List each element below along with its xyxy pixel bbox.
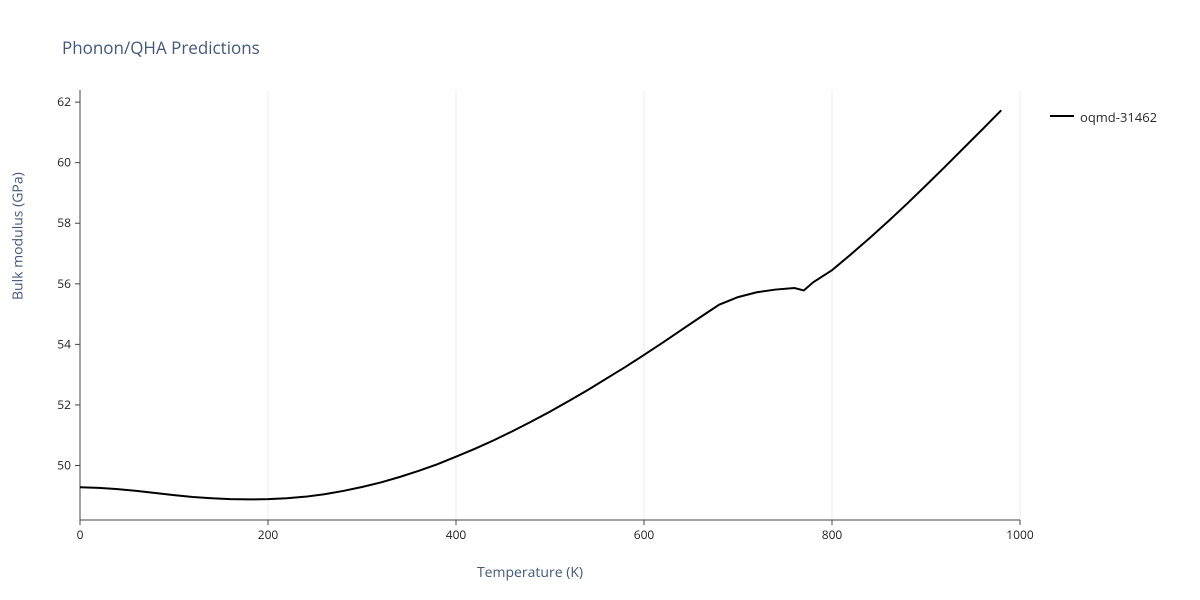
legend-swatch — [1050, 115, 1074, 117]
svg-text:50: 50 — [57, 456, 71, 473]
svg-text:52: 52 — [57, 396, 71, 413]
chart-plot-area: 0 200 400 600 800 1000 50 52 54 56 58 60 62 — [0, 0, 1200, 600]
svg-text:62: 62 — [57, 93, 71, 110]
svg-text:0: 0 — [77, 526, 84, 543]
legend: oqmd-31462 — [1050, 108, 1157, 126]
data-series-line — [80, 110, 1001, 499]
svg-text:600: 600 — [634, 526, 655, 543]
svg-text:400: 400 — [446, 526, 467, 543]
svg-text:58: 58 — [57, 214, 71, 231]
svg-text:56: 56 — [57, 275, 71, 292]
svg-text:60: 60 — [57, 154, 71, 171]
svg-text:800: 800 — [822, 526, 843, 543]
legend-label: oqmd-31462 — [1080, 108, 1157, 126]
svg-text:1000: 1000 — [1006, 526, 1034, 543]
svg-text:200: 200 — [258, 526, 279, 543]
svg-text:54: 54 — [57, 335, 71, 352]
